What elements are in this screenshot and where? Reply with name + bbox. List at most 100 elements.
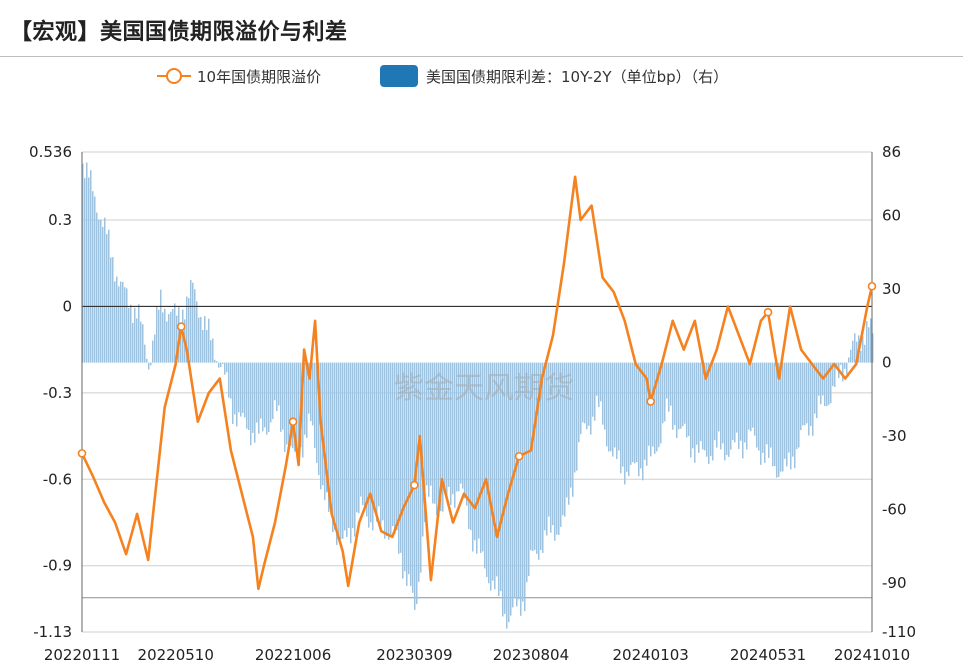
- spread-bar: [188, 297, 190, 363]
- spread-bar: [294, 362, 296, 452]
- spread-bar: [520, 362, 522, 616]
- spread-bar: [730, 362, 732, 450]
- spread-bar: [502, 362, 504, 617]
- x-tick-label: 20220111: [44, 646, 120, 664]
- spread-bar: [610, 362, 612, 452]
- spread-bar: [134, 307, 136, 363]
- x-tick-label: 20220510: [138, 646, 214, 664]
- spread-bar: [850, 349, 852, 363]
- spread-bar: [96, 212, 98, 363]
- y-right-tick-label: -30: [882, 427, 907, 445]
- spread-bar: [764, 362, 766, 463]
- spread-bar: [670, 362, 672, 406]
- spread-bar: [138, 304, 140, 363]
- spread-bar: [216, 361, 218, 363]
- spread-bar: [676, 362, 678, 439]
- spread-bar: [342, 362, 344, 539]
- spread-bar: [804, 362, 806, 426]
- spread-bar: [516, 362, 518, 607]
- spread-bar: [376, 362, 378, 522]
- spread-bar: [318, 362, 320, 476]
- spread-bar: [276, 362, 278, 412]
- spread-bar: [702, 362, 704, 450]
- spread-bar: [362, 362, 364, 506]
- spread-bar: [430, 362, 432, 486]
- spread-bar: [334, 362, 336, 531]
- spread-bar: [424, 362, 426, 523]
- spread-bar: [278, 362, 280, 406]
- y-left-tick-label: 0: [62, 297, 72, 315]
- spread-bar: [302, 362, 304, 458]
- spread-bar: [434, 362, 436, 504]
- spread-bar: [162, 312, 164, 363]
- spread-bar: [700, 362, 702, 442]
- spread-bar: [782, 362, 784, 472]
- spread-bar: [284, 362, 286, 452]
- spread-bar: [282, 362, 284, 430]
- spread-bar: [620, 362, 622, 474]
- spread-bar: [744, 362, 746, 443]
- spread-bar: [588, 362, 590, 426]
- spread-bar: [860, 351, 862, 363]
- spread-bar: [242, 362, 244, 414]
- spread-bar: [842, 362, 844, 382]
- spread-bar: [118, 286, 120, 363]
- spread-bar: [338, 362, 340, 540]
- spread-bar: [152, 340, 154, 363]
- spread-bar: [660, 362, 662, 444]
- spread-bar: [448, 362, 450, 487]
- spread-bar: [726, 362, 728, 455]
- spread-bar: [368, 362, 370, 528]
- spread-bar: [666, 362, 668, 399]
- spread-bar: [90, 170, 92, 363]
- spread-bar: [110, 257, 112, 363]
- spread-bar: [674, 362, 676, 426]
- spread-bar: [460, 362, 462, 484]
- spread-bar: [426, 362, 428, 486]
- spread-bar: [772, 362, 774, 467]
- spread-bar: [226, 362, 228, 373]
- spread-bar: [322, 362, 324, 486]
- legend-item-term-spread[interactable]: 美国国债期限利差：10Y-2Y（单位bp）（右）: [380, 64, 728, 88]
- spread-bar: [222, 362, 224, 365]
- line-point-marker: [763, 307, 773, 317]
- spread-bar: [238, 362, 240, 413]
- spread-bar: [682, 362, 684, 427]
- spread-bar: [208, 318, 210, 363]
- spread-bar: [760, 362, 762, 465]
- x-tick-label: 20230309: [376, 646, 452, 664]
- spread-bar: [818, 362, 820, 396]
- spread-bar: [832, 362, 834, 387]
- spread-bar: [280, 362, 282, 432]
- y-left-tick-label: 0.3: [48, 211, 72, 229]
- spread-bar: [408, 362, 410, 575]
- spread-bar: [768, 362, 770, 458]
- spread-bar: [190, 280, 192, 363]
- y-left-tick-label: -0.9: [43, 557, 72, 575]
- spread-bar: [254, 362, 256, 443]
- spread-bar: [710, 362, 712, 457]
- line-point-marker: [77, 449, 87, 458]
- spread-bar: [410, 362, 412, 586]
- spread-bar: [696, 362, 698, 445]
- spread-bar: [632, 362, 634, 463]
- legend-item-term-premium[interactable]: 10年国债期限溢价: [157, 64, 321, 88]
- spread-bar: [836, 362, 838, 367]
- spread-bar: [826, 362, 828, 407]
- spread-bar: [852, 340, 854, 363]
- spread-bar: [746, 362, 748, 450]
- spread-bar: [186, 296, 188, 363]
- spread-bar: [828, 362, 830, 405]
- spread-bar: [592, 362, 594, 417]
- spread-bar: [790, 362, 792, 470]
- spread-bar: [734, 362, 736, 443]
- spread-bar: [324, 362, 326, 500]
- spread-bar: [270, 362, 272, 423]
- spread-bar: [512, 362, 514, 608]
- spread-bar: [644, 362, 646, 460]
- spread-bar: [774, 362, 776, 466]
- spread-bar: [98, 219, 100, 363]
- spread-bar: [806, 362, 808, 424]
- spread-bar: [412, 362, 414, 593]
- spread-bar: [780, 362, 782, 472]
